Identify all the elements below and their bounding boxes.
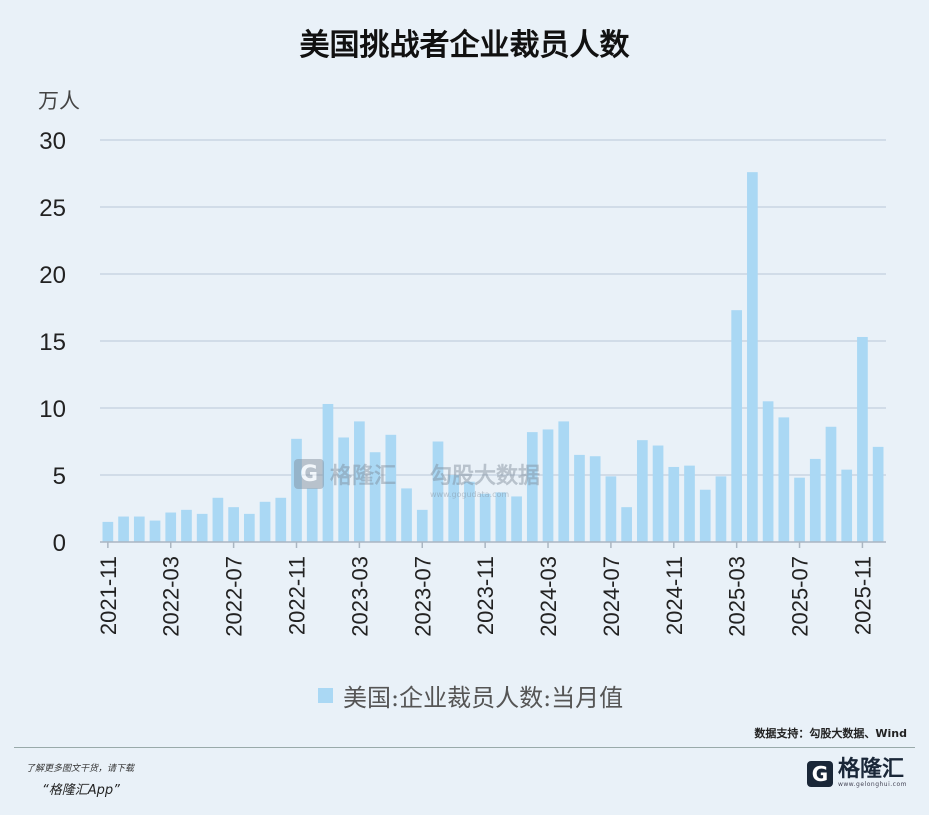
bar-2025-03	[731, 310, 743, 542]
bar-2023-07	[416, 509, 428, 542]
bar-2025-08	[809, 458, 821, 542]
bar-2023-05	[385, 434, 397, 542]
legend: 美国:企业裁员人数:当月值	[318, 678, 623, 713]
bar-2024-05	[574, 454, 585, 542]
bar-2024-04	[558, 421, 570, 542]
legend-swatch	[318, 688, 333, 703]
watermark-gogudata: 勾股大数据 www.gogudata.com	[430, 458, 540, 499]
y-axis-unit-label: 万人	[38, 89, 80, 113]
watermark-right-text: 勾股大数据	[430, 464, 541, 489]
bar-2023-09	[448, 475, 460, 542]
bar-2025-09	[825, 426, 837, 542]
bar-2023-03	[354, 421, 365, 542]
watermark-gelonghui: G 格隆汇	[294, 458, 396, 490]
bar-2023-12	[495, 492, 507, 542]
bar-2022-02	[149, 520, 161, 542]
x-tick-label-2023-03: 2023-03	[347, 556, 372, 637]
bar-2023-02	[338, 437, 350, 542]
bar-2024-02	[526, 432, 538, 542]
bar-2021-11	[102, 521, 114, 542]
bar-2022-09	[259, 501, 271, 542]
y-tick-label-25: 25	[39, 195, 66, 222]
bar-2021-12	[118, 516, 129, 542]
footer-note: 了解更多图文干货，请下载	[26, 764, 135, 774]
logo-text: 格隆汇	[837, 757, 904, 782]
bar-2024-08	[621, 507, 632, 542]
x-tick-label-2022-11: 2022-11	[285, 556, 310, 635]
bar-2022-04	[181, 509, 192, 542]
y-tick-label-30: 30	[39, 128, 66, 155]
bar-2022-10	[275, 497, 287, 542]
x-tick-label-2024-03: 2024-03	[536, 556, 561, 637]
bar-2024-11	[668, 466, 680, 542]
bar-chart: 万人 0 5 10 15 20 25 30 2021-11 2022-03 2022-07 2022-…	[38, 89, 886, 637]
bar-2022-05	[196, 513, 208, 542]
bar-2023-11	[479, 493, 491, 542]
y-tick-label-15: 15	[39, 329, 66, 356]
y-tick-label-0: 0	[53, 530, 66, 557]
x-tick-label-2021-11: 2021-11	[96, 556, 121, 635]
bar-2023-04	[369, 452, 381, 542]
bar-2022-11	[291, 438, 302, 542]
bar-2023-01	[322, 403, 334, 542]
gelonghui-watermark-icon: G	[294, 459, 324, 489]
x-tick-label-2022-03: 2022-03	[159, 556, 184, 637]
bar-2024-06	[589, 456, 601, 542]
logo-sub: www.gelonghui.com	[837, 781, 907, 788]
x-tick-label-2024-07: 2024-07	[599, 556, 624, 637]
x-tick-label-2024-11: 2024-11	[662, 556, 687, 635]
bar-2025-06	[778, 417, 790, 542]
legend-label: 美国:企业裁员人数:当月值	[343, 684, 624, 712]
bar-2023-10	[464, 481, 475, 542]
bar-2025-02	[715, 476, 727, 542]
x-tick-label-2023-11: 2023-11	[473, 556, 498, 635]
bar-2022-03	[165, 512, 177, 542]
bar-2024-01	[511, 496, 522, 542]
bar-2023-08	[432, 441, 444, 542]
bar-2024-12	[684, 465, 695, 542]
bar-2025-12	[872, 446, 884, 542]
bar-2022-12	[306, 488, 318, 542]
bar-2022-06	[212, 497, 224, 542]
x-tick-label-2023-07: 2023-07	[410, 556, 435, 637]
chart-title: 美国挑战者企业裁员人数	[299, 28, 630, 63]
watermark-right-sub: www.gogudata.com	[430, 490, 510, 499]
x-tick-label-2025-03: 2025-03	[725, 556, 750, 637]
bar-2025-11	[857, 336, 868, 542]
bar-2022-01	[133, 516, 145, 542]
gelonghui-logo: G 格隆汇 www.gelonghui.com	[806, 757, 907, 788]
gelonghui-logo-icon: G	[806, 760, 833, 787]
y-tick-label-5: 5	[53, 463, 66, 490]
bar-2025-07	[794, 477, 805, 542]
bar-2024-10	[652, 445, 664, 542]
x-tick-label-2025-11: 2025-11	[850, 556, 875, 635]
x-tick-label-2022-07: 2022-07	[222, 556, 247, 637]
bar-2025-04	[747, 172, 758, 542]
bar-2022-07	[228, 507, 239, 542]
footer-divider	[14, 747, 915, 748]
bar-2025-05	[762, 401, 774, 542]
bar-2024-03	[542, 429, 554, 542]
watermark-left-text: 格隆汇	[330, 464, 397, 489]
bar-2024-09	[636, 440, 648, 542]
bar-2023-06	[401, 488, 412, 542]
bar-2024-07	[605, 476, 617, 542]
bar-2025-01	[699, 489, 711, 542]
source-note: 数据支持：勾股大数据、Wind	[754, 727, 907, 740]
x-tick-label-2025-07: 2025-07	[788, 556, 813, 637]
footer-app-name: “格隆汇App”	[42, 783, 120, 798]
y-tick-label-10: 10	[39, 396, 66, 423]
bar-2025-10	[841, 469, 853, 542]
bar-2022-08	[243, 513, 255, 542]
y-tick-label-20: 20	[39, 262, 66, 289]
